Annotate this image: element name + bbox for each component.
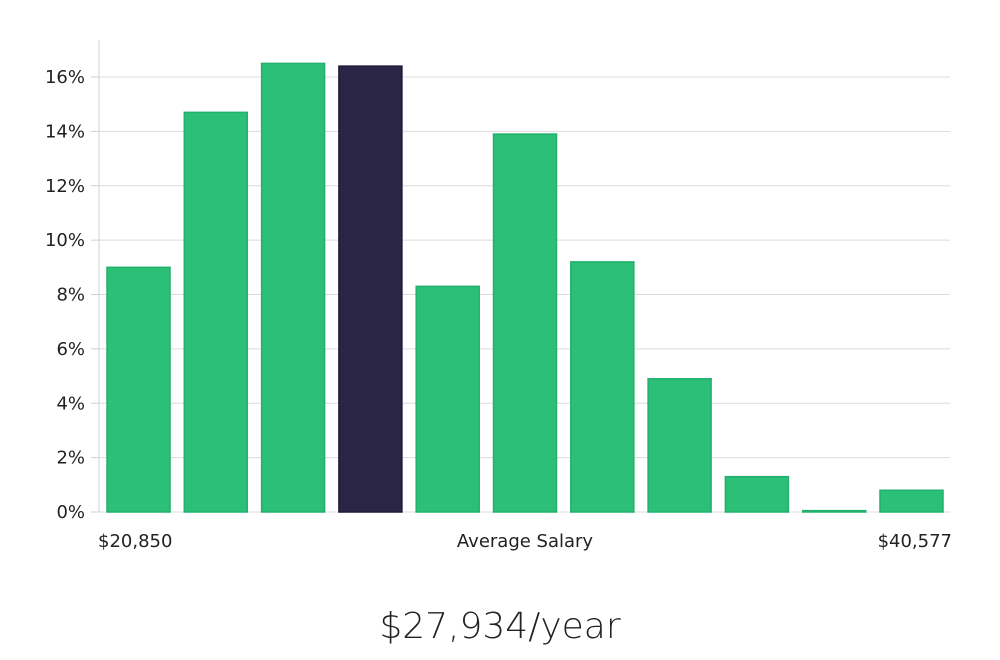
bar [724,475,790,513]
y-tick-label: 14% [45,121,85,142]
bar-highlighted [338,65,403,513]
bar [183,111,249,513]
x-center-label: Average Salary [457,531,594,552]
bar [647,378,712,513]
bar [879,489,944,513]
y-tick-label: 0% [56,502,85,523]
bar [492,133,558,513]
bar [106,266,171,513]
y-tick-label: 2% [56,448,85,469]
bar [570,261,635,513]
y-axis-ticks: 0% 2% 4% 6% 8% 10% 12% 14% 16% [45,67,99,523]
bars [106,62,944,513]
x-right-label: $40,577 [878,531,952,552]
average-salary-headline: $27,934/year [379,606,621,647]
y-tick-label: 8% [56,285,85,306]
y-tick-label: 6% [56,339,85,360]
y-tick-label: 4% [56,393,85,414]
bar [260,62,326,513]
bar [801,509,867,513]
y-tick-label: 10% [45,230,85,251]
x-left-label: $20,850 [98,531,172,552]
bar [415,285,480,513]
salary-histogram: 0% 2% 4% 6% 8% 10% 12% 14% 16% $20,850 Average S… [45,40,952,552]
y-tick-label: 12% [45,176,85,197]
y-tick-label: 16% [45,67,85,88]
